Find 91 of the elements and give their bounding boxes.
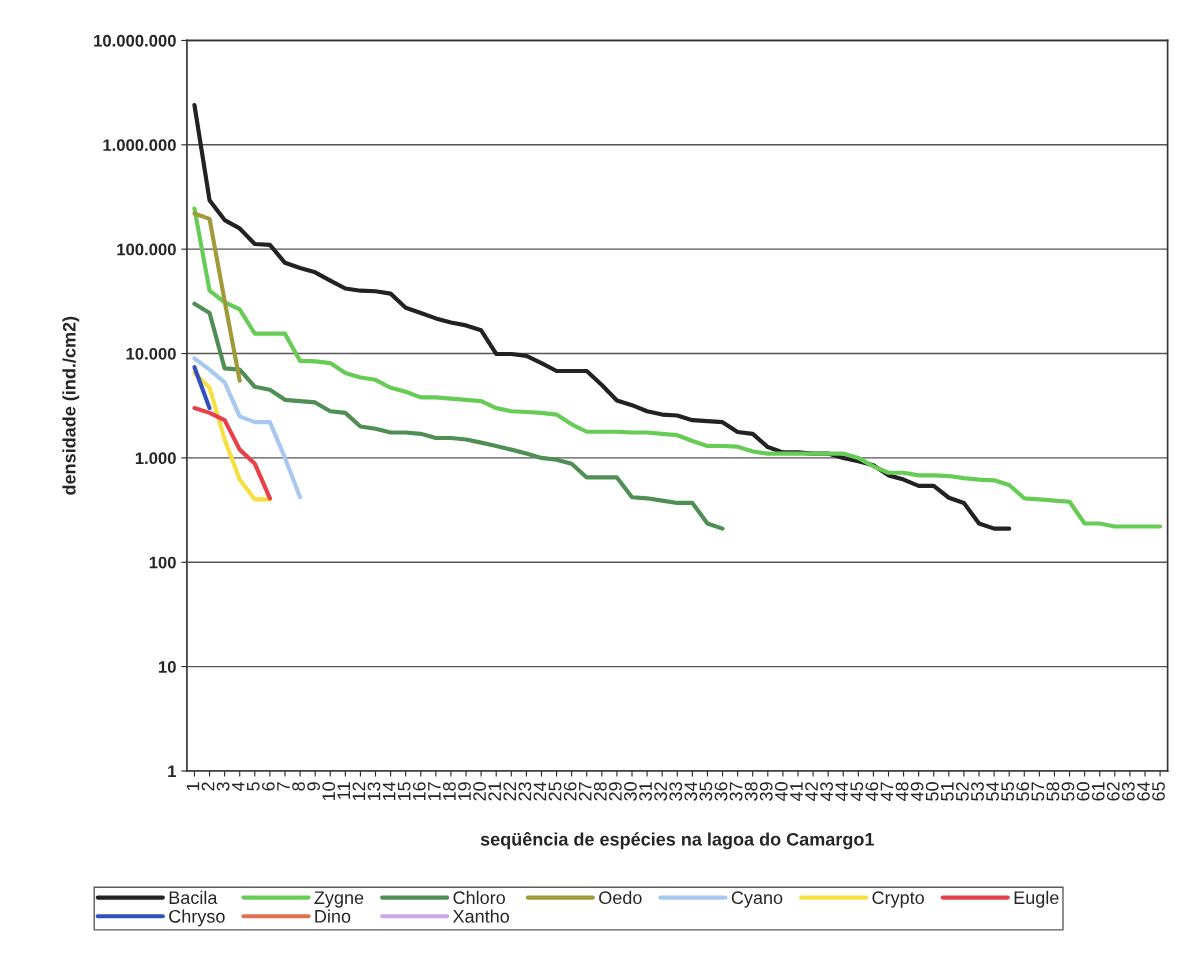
x-tick-label: 43	[820, 782, 833, 802]
y-tick-label: 100.000	[117, 243, 176, 256]
x-tick-label: 24	[533, 781, 547, 801]
x-tick-label: 46	[865, 782, 879, 802]
x-tick-label: 35	[699, 782, 713, 801]
y-tick-label: 1	[168, 765, 177, 778]
x-tick-label: 41	[790, 782, 803, 802]
x-tick-label: 37	[729, 782, 743, 801]
legend-label: Bacila	[169, 890, 218, 905]
x-tick-label: 65	[1152, 782, 1165, 801]
x-tick-label: 60	[1076, 782, 1090, 801]
legend-label: Cyano	[731, 891, 783, 908]
y-tick-label: 1.000	[135, 452, 176, 465]
x-tick-label: 54	[986, 781, 999, 801]
x-tick-label: 33	[669, 782, 683, 801]
x-tick-label: 15	[397, 782, 411, 801]
x-tick-label: 61	[1091, 782, 1105, 801]
x-tick-label: 57	[1031, 782, 1045, 801]
x-tick-label: 40	[774, 782, 788, 802]
x-tick-label: 44	[835, 781, 848, 802]
y-tick-label: 10	[159, 661, 176, 673]
x-tick-label: 30	[624, 782, 637, 801]
legend-label: Zygne	[314, 891, 364, 908]
x-tick-label: 52	[956, 782, 969, 801]
line-series	[192, 406, 272, 501]
x-tick-label: 22	[503, 782, 516, 801]
x-axis-title: seqüência de espécies na lagoa do Camargo1	[480, 832, 874, 850]
y-tick-label: 100	[149, 556, 176, 569]
x-tick-label: 36	[714, 782, 728, 801]
x-tick-label: 7	[277, 782, 290, 791]
x-tick-label: 45	[850, 782, 864, 802]
x-tick-label: 59	[1061, 782, 1075, 801]
x-tick-label: 4	[231, 781, 245, 792]
x-tick-label: 20	[473, 782, 486, 801]
x-tick-label: 14	[382, 781, 396, 801]
x-tick-label: 5	[247, 782, 260, 791]
legend-label: Crypto	[872, 891, 924, 908]
x-tick-label: 12	[352, 782, 366, 801]
y-tick-label: 10.000.000	[94, 34, 176, 47]
x-tick-label: 3	[216, 782, 230, 791]
x-tick-label: 19	[458, 782, 471, 801]
x-tick-label: 63	[1121, 782, 1135, 801]
x-tick-label: 10	[322, 782, 336, 801]
x-tick-label: 47	[880, 782, 894, 802]
x-tick-label: 1	[186, 782, 200, 791]
y-axis-title: densidade (ind./cm2)	[62, 316, 80, 495]
x-tick-label: 48	[895, 782, 909, 802]
x-tick-label: 62	[1106, 782, 1120, 801]
x-tick-label: 28	[593, 782, 607, 801]
x-tick-label: 21	[488, 782, 501, 801]
x-tick-label: 2	[201, 782, 215, 791]
x-tick-label: 50	[925, 782, 939, 801]
x-tick-label: 26	[563, 782, 577, 801]
x-tick-label: 51	[941, 782, 954, 801]
x-tick-label: 25	[548, 782, 562, 801]
line-series	[192, 356, 303, 500]
x-tick-label: 17	[428, 782, 441, 801]
x-tick-label: 34	[684, 781, 698, 801]
legend-label: Xantho	[452, 909, 510, 923]
x-tick-label: 32	[654, 782, 668, 801]
line-series	[192, 103, 1012, 531]
x-tick-label: 23	[518, 782, 532, 801]
x-tick-label: 56	[1016, 782, 1030, 801]
x-tick-label: 58	[1046, 782, 1060, 801]
x-tick-label: 29	[608, 782, 622, 801]
legend-label: Dino	[315, 909, 351, 923]
x-tick-label: 31	[639, 782, 652, 801]
y-tick-label: 10.000	[126, 347, 176, 360]
x-tick-label: 8	[292, 782, 305, 791]
x-tick-label: 38	[744, 782, 758, 801]
line-series	[192, 211, 242, 383]
x-tick-label: 39	[759, 782, 773, 801]
x-tick-label: 42	[805, 782, 818, 802]
legend-label: Oedo	[599, 890, 642, 905]
legend-label: Eugle	[1014, 890, 1059, 908]
x-tick-label: 64	[1137, 781, 1150, 801]
line-series	[192, 206, 1163, 529]
x-tick-label: 49	[910, 782, 924, 802]
x-tick-label: 13	[367, 782, 381, 801]
x-tick-label: 55	[1001, 782, 1015, 801]
x-tick-label: 18	[443, 782, 456, 801]
x-tick-label: 16	[412, 782, 426, 801]
legend-label: Chloro	[453, 890, 505, 905]
legend-label: Chryso	[169, 909, 225, 927]
x-tick-label: 53	[971, 782, 984, 801]
x-tick-label: 27	[578, 782, 592, 801]
x-tick-label: 6	[261, 782, 275, 791]
line-series	[192, 301, 725, 531]
x-tick-label: 9	[307, 782, 321, 791]
y-tick-label: 1.000.000	[103, 139, 176, 152]
x-tick-label: 11	[337, 782, 350, 799]
